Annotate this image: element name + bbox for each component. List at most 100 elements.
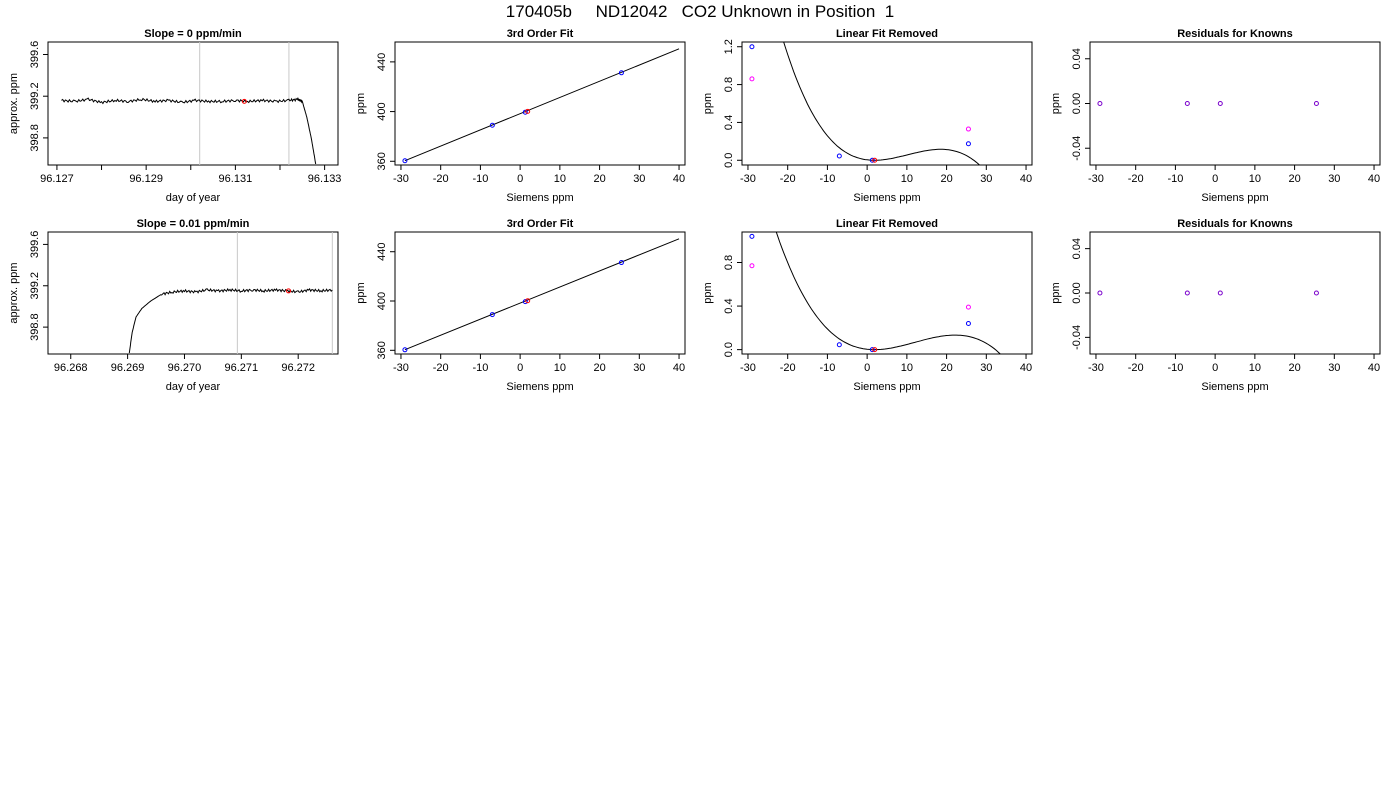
raw-point — [965, 304, 971, 310]
y-axis-label: approx. ppm — [8, 73, 20, 134]
x-tick-label: -30 — [740, 362, 756, 374]
x-axis-label: day of year — [166, 381, 221, 393]
x-tick-label: 96.270 — [168, 362, 202, 374]
y-tick-label: -0.04 — [1071, 136, 1083, 161]
chart-r2c1: Slope = 0.01 ppm/min 96.268 96.269 96.270 96… — [8, 218, 339, 393]
chart-r1c2: 3rd Order Fit -30 -20 -10 0 10 20 30 40 360 400 440… — [355, 28, 686, 204]
y-axis-label: ppm — [1050, 93, 1062, 114]
y-tick-label: 0.04 — [1071, 238, 1083, 259]
y-tick-label: 399.6 — [29, 41, 41, 69]
x-tick-label: -10 — [1167, 362, 1183, 374]
x-tick-label: -10 — [472, 173, 488, 185]
plot-frame — [741, 41, 1033, 166]
y-tick-label: 0.04 — [1071, 48, 1083, 69]
chart-r1c1: Slope = 0 ppm/min 96.127 96.129 96.131 96.13… — [8, 28, 341, 204]
chart-title: Linear Fit Removed — [836, 28, 938, 40]
known-point — [402, 158, 408, 164]
x-tick-label: 30 — [980, 362, 992, 374]
x-tick-label: 96.269 — [111, 362, 145, 374]
known-point — [489, 122, 495, 128]
y-tick-label: 400 — [376, 292, 388, 310]
y-axis-label: ppm — [355, 282, 367, 303]
x-tick-label: 10 — [1249, 362, 1261, 374]
y-tick-label: -0.04 — [1071, 325, 1083, 350]
x-tick-label: 0 — [864, 173, 870, 185]
x-tick-label: 0 — [1212, 173, 1218, 185]
marker-point — [286, 288, 292, 294]
residual-point — [1097, 101, 1103, 106]
x-tick-label: 10 — [554, 362, 566, 374]
y-tick-label: 0.8 — [723, 77, 735, 92]
x-tick-label: 96.133 — [308, 173, 342, 185]
x-tick-label: -10 — [819, 362, 835, 374]
marker-point — [241, 98, 247, 104]
known-point — [869, 157, 875, 163]
x-tick-label: -20 — [780, 173, 796, 185]
x-tick-label: 96.272 — [281, 362, 315, 374]
chart-title: Linear Fit Removed — [836, 218, 938, 230]
x-tick-label: -10 — [819, 173, 835, 185]
y-tick-label: 0.0 — [723, 153, 735, 168]
known-point — [869, 347, 875, 353]
y-tick-label: 399.2 — [29, 82, 41, 110]
x-tick-label: 96.271 — [225, 362, 259, 374]
y-tick-label: 440 — [376, 53, 388, 71]
y-axis-label: ppm — [702, 93, 714, 114]
y-tick-label: 399.6 — [29, 231, 41, 259]
x-tick-label: -10 — [1167, 173, 1183, 185]
chart-title: Slope = 0.01 ppm/min — [137, 218, 250, 230]
x-axis-label: Siemens ppm — [1201, 381, 1268, 393]
x-tick-label: 0 — [517, 362, 523, 374]
y-tick-label: 0.4 — [723, 298, 735, 313]
y-tick-label: 0.00 — [1071, 93, 1083, 114]
x-tick-label: 0 — [864, 362, 870, 374]
x-tick-label: 20 — [593, 173, 605, 185]
chart-r2c4: Residuals for Knowns -30 -20 -10 0 10 20 30 40 -0… — [1050, 218, 1381, 393]
x-tick-label: 20 — [1288, 173, 1300, 185]
fit-line — [404, 238, 680, 351]
x-tick-label: 10 — [554, 173, 566, 185]
y-axis-label: ppm — [702, 282, 714, 303]
known-point — [965, 141, 971, 147]
fit-curve — [775, 232, 1002, 354]
x-tick-label: 10 — [901, 173, 913, 185]
x-tick-label: 96.129 — [129, 173, 163, 185]
residual-point — [1184, 290, 1190, 296]
x-axis-label: Siemens ppm — [853, 381, 920, 393]
x-tick-label: -30 — [393, 362, 409, 374]
x-axis-label: Siemens ppm — [853, 192, 920, 204]
fit-curve — [783, 42, 981, 165]
y-axis-label: approx. ppm — [8, 262, 20, 323]
x-tick-label: 40 — [1368, 362, 1380, 374]
x-tick-label: 20 — [940, 362, 952, 374]
x-axis-label: Siemens ppm — [506, 192, 573, 204]
chart-title: 3rd Order Fit — [507, 218, 574, 230]
x-tick-label: -20 — [780, 362, 796, 374]
chart-r1c4: Residuals for Knowns -30 -20 -10 0 10 20 30 40 -0… — [1050, 28, 1381, 204]
x-tick-label: 20 — [1288, 362, 1300, 374]
series-line — [61, 97, 317, 165]
x-tick-label: 30 — [980, 173, 992, 185]
chart-r2c3: Linear Fit Removed -30 -20 -10 0 10 20 30 40 0.0 0… — [702, 218, 1033, 393]
known-point — [522, 109, 528, 115]
plot-frame — [741, 231, 1033, 355]
residual-point — [1097, 290, 1103, 296]
residual-point — [1217, 101, 1223, 106]
known-point — [749, 233, 755, 239]
x-tick-label: 30 — [1328, 173, 1340, 185]
chart-r2c2: 3rd Order Fit -30 -20 -10 0 10 20 30 40 360 400 440… — [355, 218, 686, 393]
chart-title: 3rd Order Fit — [507, 28, 574, 40]
y-tick-label: 1.2 — [723, 39, 735, 54]
y-axis-label: ppm — [1050, 282, 1062, 303]
x-tick-label: 96.127 — [40, 173, 74, 185]
x-tick-label: 20 — [940, 173, 952, 185]
x-tick-label: 20 — [593, 362, 605, 374]
y-tick-label: 440 — [376, 243, 388, 261]
x-tick-label: 30 — [633, 362, 645, 374]
known-point — [618, 260, 624, 266]
chart-title: Residuals for Knowns — [1177, 218, 1293, 230]
plot-frame — [47, 231, 339, 355]
plot-frame — [1089, 41, 1381, 166]
residual-point — [1313, 101, 1319, 106]
